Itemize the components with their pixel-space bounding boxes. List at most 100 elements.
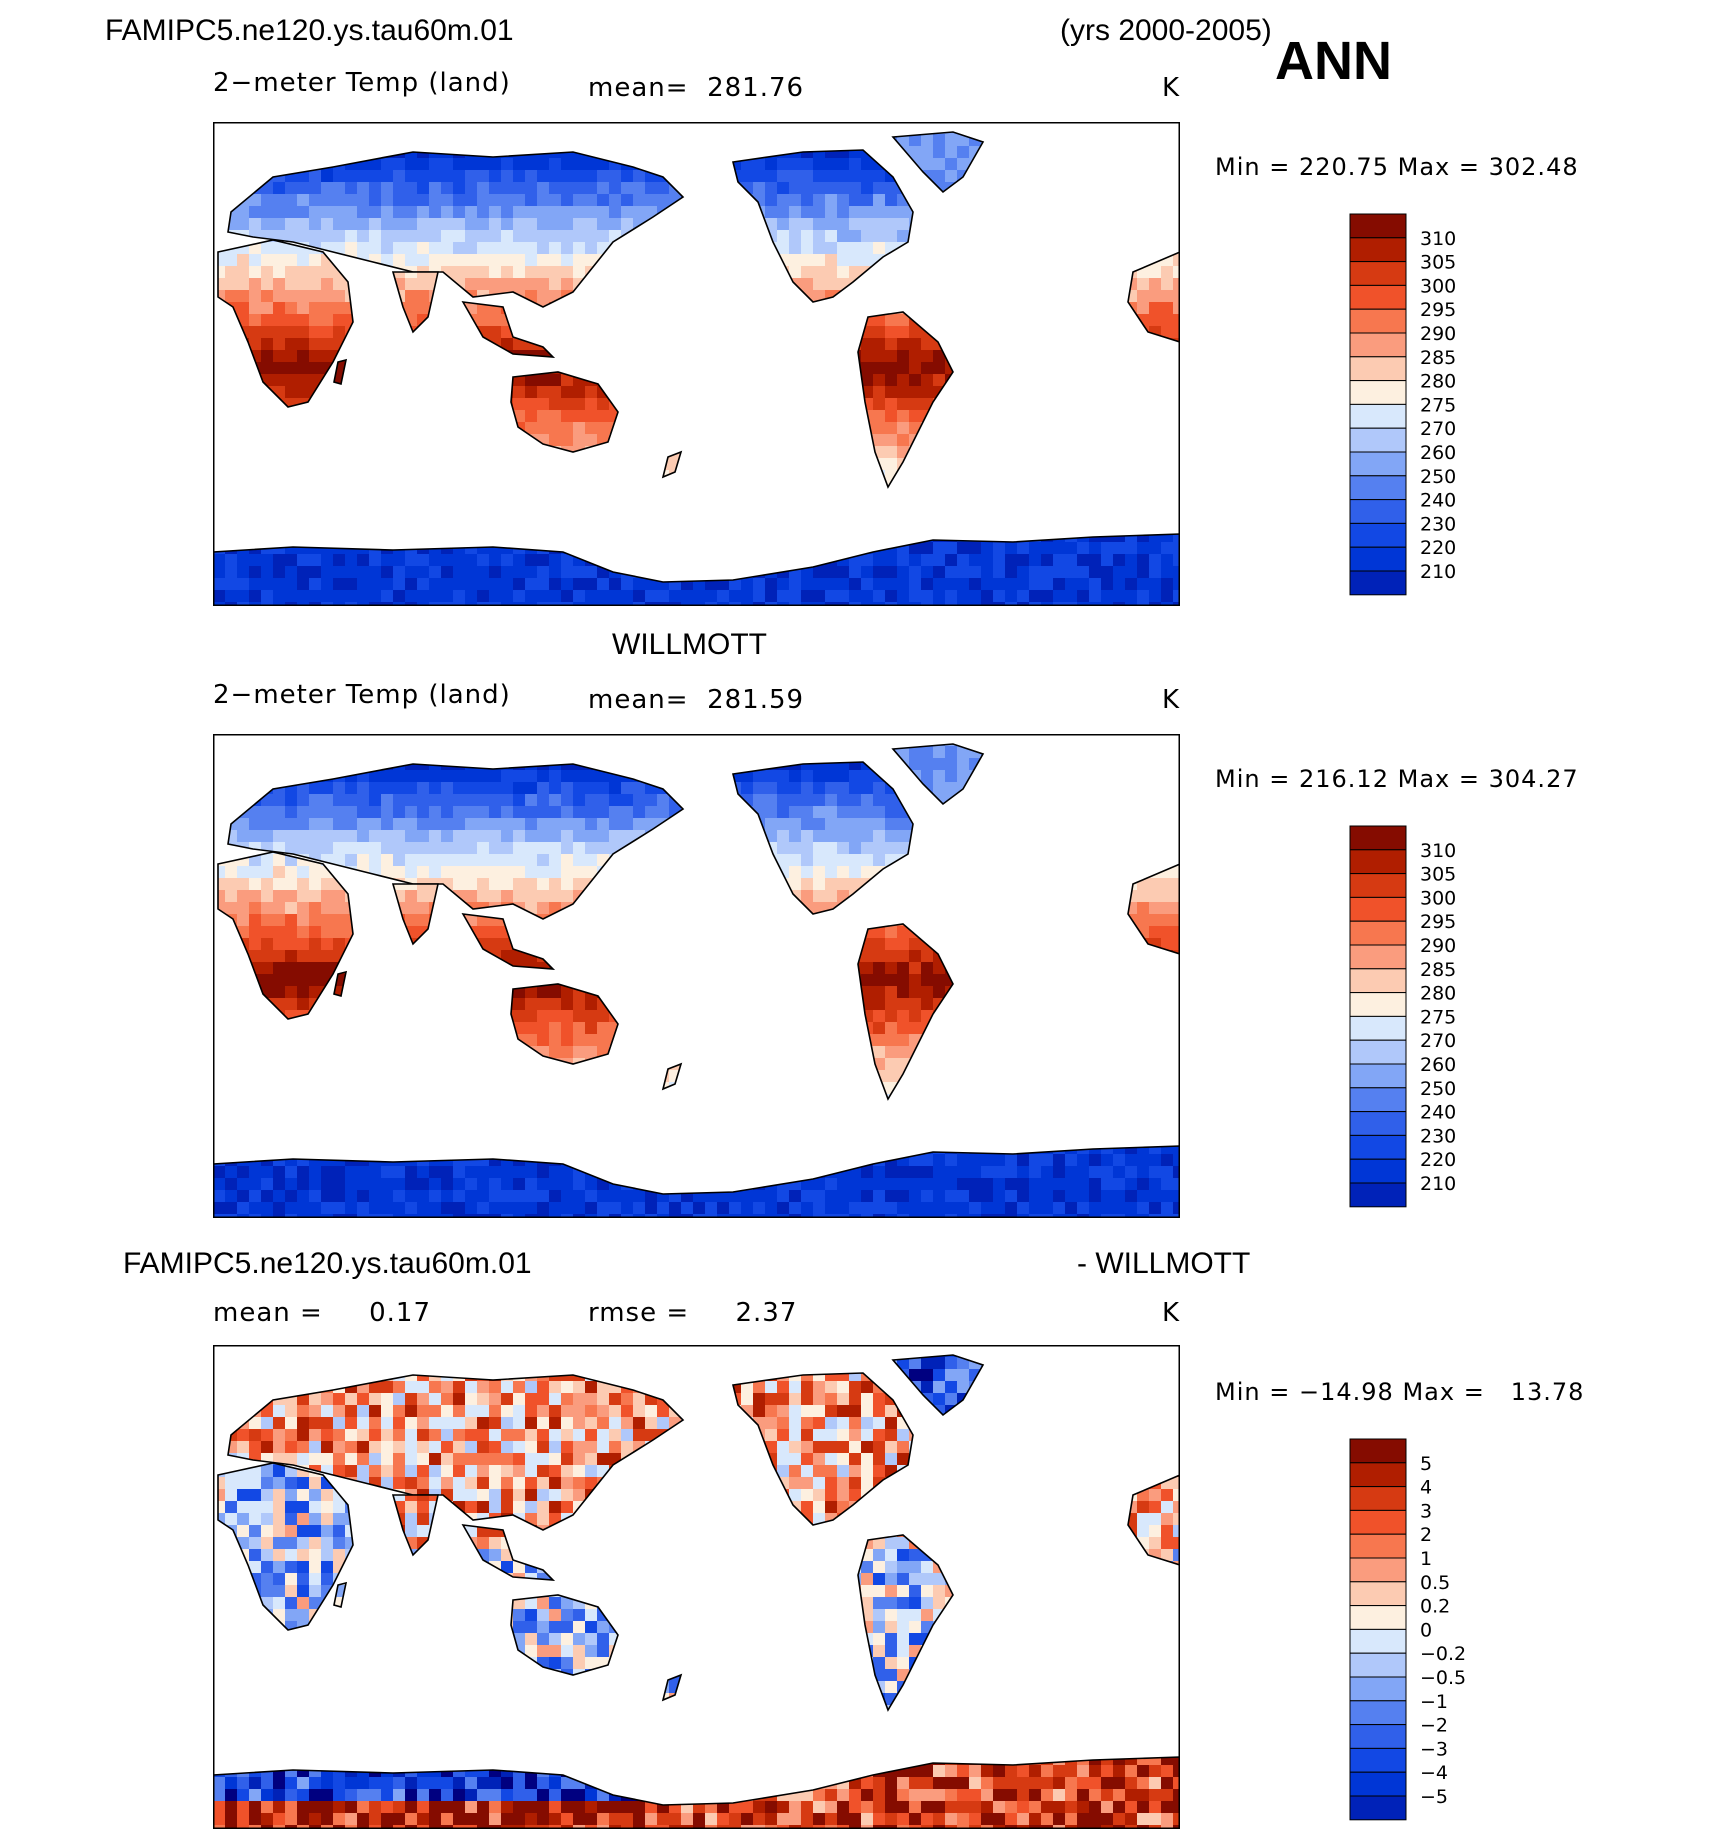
colorbar-box xyxy=(1350,428,1406,452)
colorbar-tick-label: 220 xyxy=(1420,1149,1456,1171)
colorbar-tick-label: 0 xyxy=(1420,1619,1432,1641)
colorbar-tick-label: 260 xyxy=(1420,1054,1456,1076)
panel3-title: FAMIPC5.ne120.ys.tau60m.01 xyxy=(123,1247,532,1281)
colorbar-box xyxy=(1350,523,1406,547)
colorbar-box xyxy=(1350,1463,1406,1487)
panel3-rmse-label: rmse = xyxy=(588,1298,689,1328)
panel2-units: K xyxy=(1162,685,1180,715)
colorbar-tick-label: −3 xyxy=(1420,1738,1448,1760)
panel3-max-value: 13.78 xyxy=(1511,1378,1585,1406)
colorbar-box xyxy=(1350,1487,1406,1511)
colorbar-box xyxy=(1350,826,1406,850)
colorbar-tick-label: 275 xyxy=(1420,1006,1456,1028)
colorbar-box xyxy=(1350,452,1406,476)
colorbar-tick-label: 290 xyxy=(1420,323,1456,345)
panel2-title: WILLMOTT xyxy=(612,628,767,662)
panel1-mean-label: mean= xyxy=(588,73,689,103)
colorbar-box xyxy=(1350,1606,1406,1630)
colorbar-box xyxy=(1350,1534,1406,1558)
colorbar-box xyxy=(1350,874,1406,898)
panel2-minmax: Min = 216.12 Max = 304.27 xyxy=(1215,765,1579,793)
panel3-mean: mean = 0.17 xyxy=(213,1298,431,1328)
colorbar-box xyxy=(1350,262,1406,286)
colorbar-tick-label: 240 xyxy=(1420,490,1456,512)
colorbar-box xyxy=(1350,309,1406,333)
years-label: (yrs 2000-2005) xyxy=(1060,14,1272,48)
colorbar-box xyxy=(1350,897,1406,921)
colorbar-box xyxy=(1350,969,1406,993)
colorbar-box xyxy=(1350,1112,1406,1136)
season-label: ANN xyxy=(1275,30,1392,92)
panel3-mean-label: mean = xyxy=(213,1298,323,1328)
colorbar-box xyxy=(1350,381,1406,405)
colorbar-tick-label: 300 xyxy=(1420,275,1456,297)
colorbar-tick-label: 2 xyxy=(1420,1524,1432,1546)
colorbar-box xyxy=(1350,1040,1406,1064)
colorbar-box xyxy=(1350,476,1406,500)
colorbar-tick-label: 0.2 xyxy=(1420,1596,1450,1618)
panel1-max-label: Max xyxy=(1398,153,1451,181)
colorbar-box xyxy=(1350,1439,1406,1463)
colorbar-tick-label: 230 xyxy=(1420,1125,1456,1147)
panel1-variable: 2−meter Temp (land) xyxy=(213,68,511,98)
panel3-min-value: −14.98 xyxy=(1299,1378,1394,1406)
panel2-max-value: 304.27 xyxy=(1489,765,1579,793)
panel2-variable: 2−meter Temp (land) xyxy=(213,680,511,710)
colorbar-box xyxy=(1350,238,1406,262)
colorbar-tick-label: 285 xyxy=(1420,959,1456,981)
colorbar-tick-label: 220 xyxy=(1420,537,1456,559)
colorbar-tick-label: 3 xyxy=(1420,1500,1432,1522)
colorbar-tick-label: 240 xyxy=(1420,1102,1456,1124)
panel2-min-eq: = xyxy=(1269,765,1290,793)
colorbar-tick-label: 230 xyxy=(1420,513,1456,535)
colorbar-tick-label: 250 xyxy=(1420,1078,1456,1100)
colorbar-box xyxy=(1350,1183,1406,1207)
colorbar-box xyxy=(1350,993,1406,1017)
colorbar-tick-label: 4 xyxy=(1420,1477,1432,1499)
panel3-max-eq: = xyxy=(1464,1378,1485,1406)
case-title-top: FAMIPC5.ne120.ys.tau60m.01 xyxy=(105,14,514,48)
panel2-mean: mean= 281.59 xyxy=(588,685,804,715)
colorbar-tick-label: 210 xyxy=(1420,561,1456,583)
panel3-title-right: - WILLMOTT xyxy=(1077,1247,1250,1281)
colorbar-tick-label: 310 xyxy=(1420,840,1456,862)
panel3-minmax: Min = −14.98 Max = 13.78 xyxy=(1215,1378,1584,1406)
colorbar-tick-label: −0.5 xyxy=(1420,1667,1466,1689)
panel1-mean: mean= 281.76 xyxy=(588,73,804,103)
colorbar-box xyxy=(1350,1135,1406,1159)
colorbar-box xyxy=(1350,1725,1406,1749)
colorbar-box xyxy=(1350,500,1406,524)
colorbar-tick-label: 260 xyxy=(1420,442,1456,464)
colorbar-tick-label: 250 xyxy=(1420,466,1456,488)
panel3-mean-value: 0.17 xyxy=(369,1298,431,1328)
panel2-mean-value: 281.59 xyxy=(707,685,804,715)
colorbar-tick-label: −2 xyxy=(1420,1715,1448,1737)
panel3-min-eq: = xyxy=(1269,1378,1290,1406)
colorbar-tick-label: 0.5 xyxy=(1420,1572,1450,1594)
colorbar-tick-label: 290 xyxy=(1420,935,1456,957)
panel1-max-eq: = xyxy=(1459,153,1480,181)
colorbar-box xyxy=(1350,945,1406,969)
panel3-min-label: Min xyxy=(1215,1378,1261,1406)
colorbar-box xyxy=(1350,1510,1406,1534)
colorbar-box xyxy=(1350,214,1406,238)
colorbar-tick-label: 270 xyxy=(1420,1030,1456,1052)
colorbar-box xyxy=(1350,850,1406,874)
colorbar-tick-label: −4 xyxy=(1420,1762,1448,1784)
colorbar-tick-label: 305 xyxy=(1420,252,1456,274)
colorbar-box xyxy=(1350,571,1406,595)
colorbar-tick-label: −1 xyxy=(1420,1691,1448,1713)
panel1-colorbar: 3103053002952902852802752702602502402302… xyxy=(1340,213,1480,598)
colorbar-box xyxy=(1350,357,1406,381)
colorbar-box xyxy=(1350,921,1406,945)
colorbar-box xyxy=(1350,1653,1406,1677)
colorbar-tick-label: 285 xyxy=(1420,347,1456,369)
colorbar-tick-label: 310 xyxy=(1420,228,1456,250)
colorbar-box xyxy=(1350,1701,1406,1725)
panel2-max-label: Max xyxy=(1398,765,1451,793)
colorbar-tick-label: 275 xyxy=(1420,394,1456,416)
colorbar-tick-label: 300 xyxy=(1420,887,1456,909)
panel1-max-value: 302.48 xyxy=(1489,153,1579,181)
panel1-minmax: Min = 220.75 Max = 302.48 xyxy=(1215,153,1579,181)
